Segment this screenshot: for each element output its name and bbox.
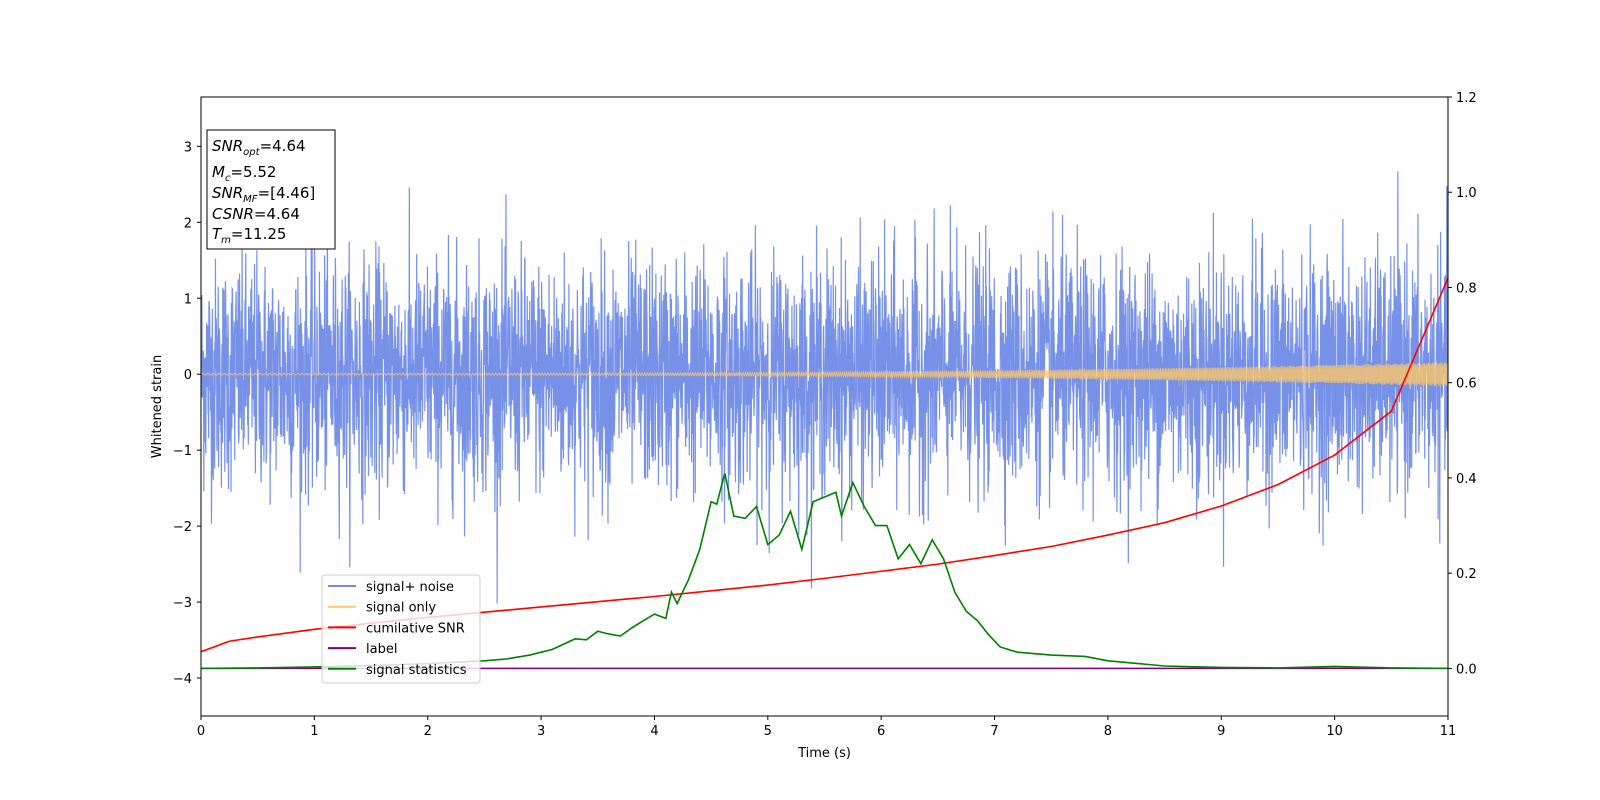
x-tick-label: 6	[877, 724, 885, 739]
info-box-line: SNRopt=4.64	[212, 137, 306, 158]
legend-label: signal only	[366, 601, 436, 616]
info-box-line: CSNR=4.64	[212, 205, 300, 223]
x-tick-label: 1	[310, 724, 318, 739]
y-right-tick-label: 0.6	[1456, 377, 1477, 392]
y-left-tick-label: 1	[184, 292, 192, 307]
info-box-line: SNRMF=[4.46]	[212, 184, 315, 205]
y-right-tick-label: 0.0	[1456, 662, 1477, 677]
x-tick-label: 9	[1217, 724, 1225, 739]
x-tick-label: 8	[1104, 724, 1112, 739]
legend-label: signal statistics	[366, 663, 467, 678]
info-box-line: Tm=11.25	[212, 225, 286, 246]
y-right-tick-label: 0.8	[1456, 281, 1477, 296]
x-tick-label: 7	[990, 724, 998, 739]
y-right-tick-label: 0.4	[1456, 472, 1477, 487]
x-tick-label: 11	[1440, 724, 1457, 739]
info-box-frame	[206, 129, 336, 250]
x-tick-label: 4	[650, 724, 658, 739]
y-left-tick-label: −4	[173, 672, 192, 687]
axis-ticks: 0 1 2 3 4 5 6 7 8 9 10 11 −4 −3 −2 −1 0 1 2 3 0.0 0.2 0.4 0.6 0.…	[173, 91, 1477, 739]
y-left-tick-label: 3	[184, 140, 192, 155]
series-signal-statistics	[201, 472, 1448, 670]
x-tick-label: 0	[197, 724, 205, 739]
legend-frame	[321, 574, 481, 684]
legend-label: label	[366, 642, 397, 657]
y-left-tick-label: 0	[184, 368, 192, 383]
legend-label: cumilative SNR	[366, 621, 465, 636]
legend-label: signal+ noise	[366, 580, 454, 595]
x-axis-label: Time (s)	[797, 746, 851, 761]
legend: signal+ noise signal only cumilative SNR la…	[321, 574, 481, 684]
x-tick-label: 3	[537, 724, 545, 739]
x-tick-label: 5	[764, 724, 772, 739]
y-left-tick-label: −3	[173, 596, 192, 611]
y-axis-label: Whitened strain	[150, 355, 165, 458]
x-tick-label: 2	[424, 724, 432, 739]
info-box-line: Mc=5.52	[212, 163, 276, 184]
x-tick-label: 10	[1326, 724, 1343, 739]
y-right-tick-label: 1.2	[1456, 91, 1477, 106]
y-left-tick-label: −2	[173, 520, 192, 535]
y-right-tick-label: 1.0	[1456, 186, 1477, 201]
plot-frame	[200, 96, 1449, 717]
y-left-tick-label: 2	[184, 216, 192, 231]
y-left-tick-label: −1	[173, 444, 192, 459]
y-right-tick-label: 0.2	[1456, 567, 1477, 582]
series-signal-only	[201, 362, 1448, 387]
